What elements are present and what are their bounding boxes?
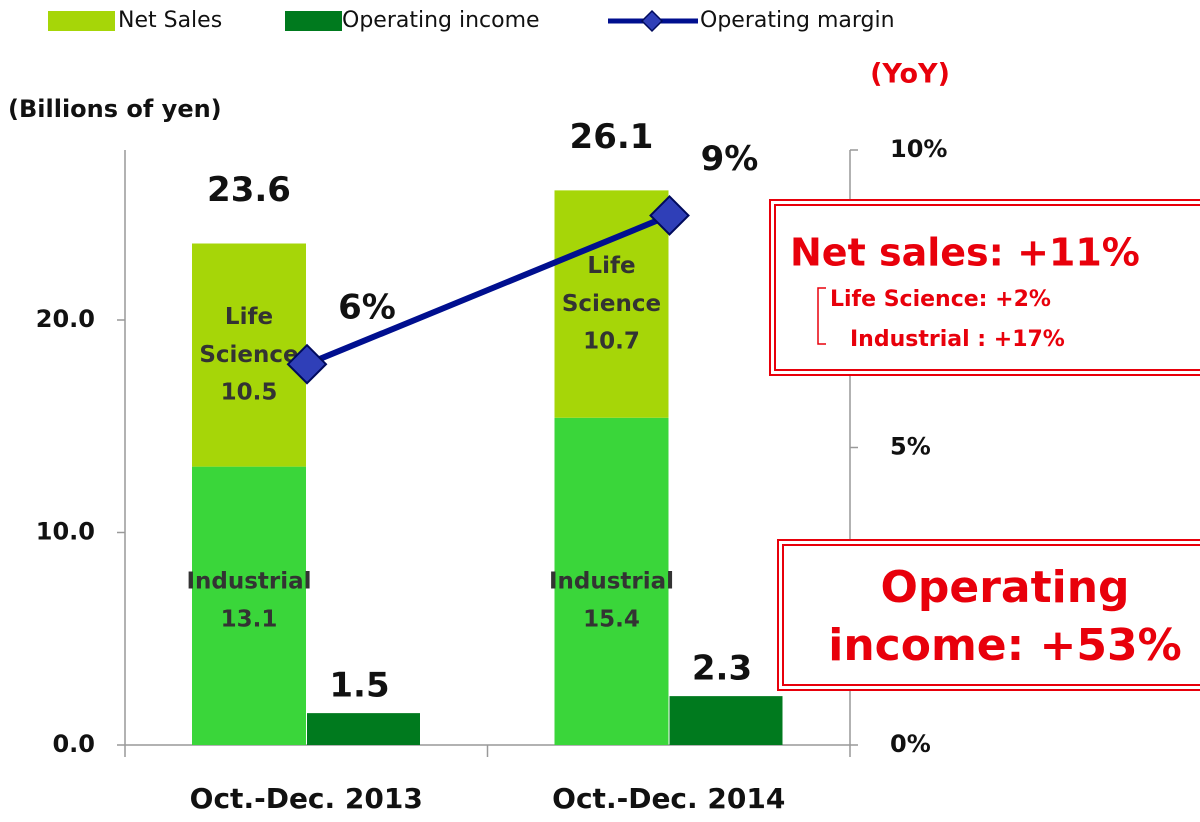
legend-marker <box>640 9 664 33</box>
legend-label: Net Sales <box>118 8 222 33</box>
bar-segment <box>554 190 669 418</box>
segment-value: 13.1 <box>221 607 278 633</box>
y2-tick-label: 0% <box>890 730 931 758</box>
segment-value: 10.5 <box>221 380 278 406</box>
marker <box>649 195 690 236</box>
annotation-box <box>777 539 1200 691</box>
segment-name: Life Science <box>199 304 298 368</box>
value-label: 6% <box>338 288 396 328</box>
y2-axis-label: (YoY) <box>870 59 950 90</box>
annotation-box <box>774 204 1200 371</box>
bar-segment <box>192 243 306 467</box>
y2-tick-label: 10% <box>890 135 947 163</box>
annotation-line: Industrial : +17% <box>850 327 1065 352</box>
legend-label: Operating income <box>342 8 540 33</box>
x-tick-label: Oct.-Dec. 2013 <box>190 782 423 815</box>
line <box>305 212 671 367</box>
segment-name: Industrial <box>549 569 674 595</box>
annotation-box <box>769 199 1200 376</box>
bar-segment <box>554 417 669 745</box>
y2-tick-label: 5% <box>890 433 931 461</box>
segment-name: Life Science <box>562 253 661 317</box>
value-label: 1.5 <box>329 666 389 706</box>
annotation-box <box>782 544 1200 686</box>
segment-value: 15.4 <box>583 607 640 633</box>
legend-swatch <box>285 11 342 31</box>
bar-segment <box>192 466 306 745</box>
x-tick-label: Oct.-Dec. 2014 <box>552 782 785 815</box>
total-label: 26.1 <box>570 117 654 157</box>
annotation-line: income: +53% <box>828 620 1182 671</box>
marker <box>286 343 328 385</box>
value-label: 9% <box>701 139 759 179</box>
legend-label: Operating margin <box>700 8 895 33</box>
legend-swatch <box>48 11 115 31</box>
bar <box>307 713 420 745</box>
y-tick-label: 20.0 <box>36 305 95 333</box>
bar <box>669 696 783 745</box>
y-tick-label: 0.0 <box>52 730 95 758</box>
total-label: 23.6 <box>207 170 291 210</box>
y-axis-label: (Billions of yen) <box>8 95 222 123</box>
y-tick-label: 10.0 <box>36 518 95 546</box>
bracket <box>817 287 826 345</box>
segment-name: Industrial <box>186 569 311 595</box>
annotation-line: Life Science: +2% <box>830 287 1051 312</box>
annotation-line: Operating <box>880 562 1129 613</box>
segment-value: 10.7 <box>583 329 640 355</box>
annotation-title: Net sales: +11% <box>790 231 1140 275</box>
value-label: 2.3 <box>692 649 752 689</box>
